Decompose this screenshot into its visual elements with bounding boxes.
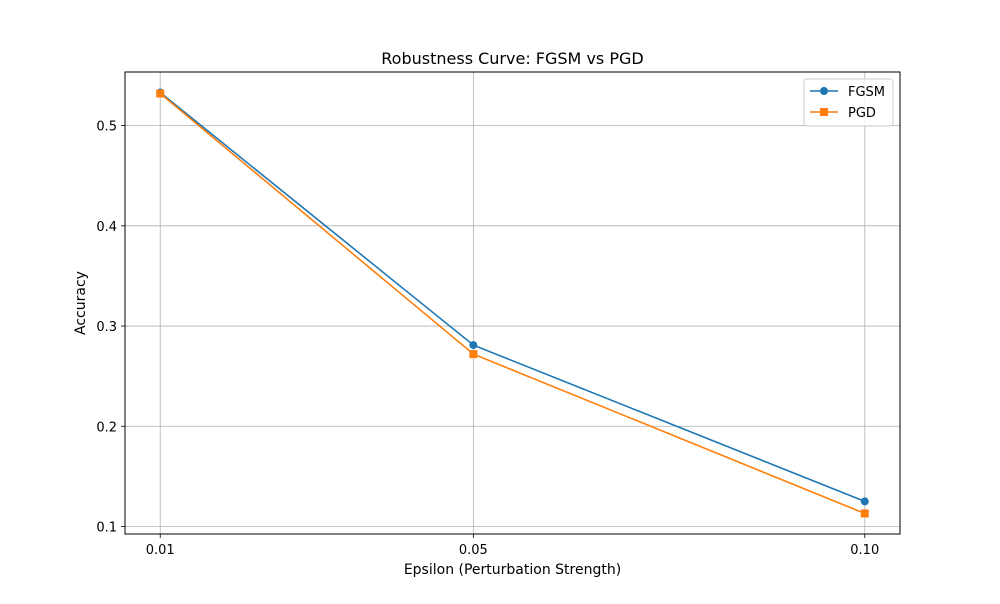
legend-marker-fgsm xyxy=(820,87,828,95)
plot-frame xyxy=(124,71,901,535)
y-tick-label: 0.1 xyxy=(96,520,117,535)
data-point-fgsm xyxy=(860,497,869,506)
x-tick-label: 0.10 xyxy=(850,543,879,558)
y-tick-label: 0.4 xyxy=(96,220,117,235)
y-tick-label: 0.5 xyxy=(96,120,117,135)
grid-lines xyxy=(125,72,900,534)
axis-ticks: 0.01 0.05 0.10 0.1 0.2 0.3 0.4 0.5 xyxy=(96,120,879,558)
x-tick-label: 0.01 xyxy=(146,543,175,558)
series-layer xyxy=(156,88,869,518)
legend: FGSM PGD xyxy=(803,78,894,127)
y-tick-label: 0.2 xyxy=(96,420,117,435)
chart-title: Robustness Curve: FGSM vs PGD xyxy=(381,49,643,68)
legend-label-pgd: PGD xyxy=(848,106,876,121)
legend-marker-pgd xyxy=(820,108,828,116)
data-point-pgd xyxy=(860,509,869,518)
x-tick-label: 0.05 xyxy=(459,543,488,558)
data-point-fgsm xyxy=(469,341,478,350)
data-point-pgd xyxy=(469,350,478,359)
x-axis-label: Epsilon (Perturbation Strength) xyxy=(404,562,621,578)
data-point-pgd xyxy=(156,89,165,98)
y-tick-label: 0.3 xyxy=(96,320,117,335)
y-axis-label: Accuracy xyxy=(73,271,89,335)
legend-label-fgsm: FGSM xyxy=(848,85,885,100)
